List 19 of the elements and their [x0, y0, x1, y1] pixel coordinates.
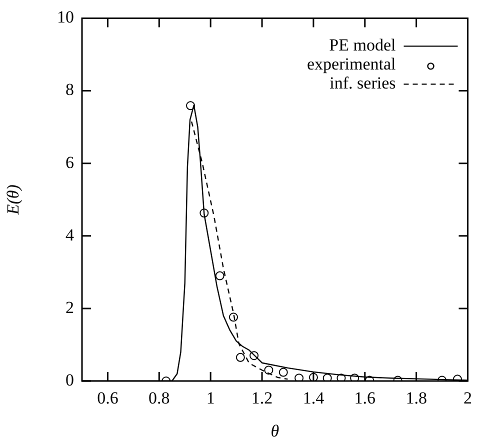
y-axis-title: E(θ)	[4, 184, 23, 216]
x-tick-label: 2	[464, 388, 472, 408]
legend-label: experimental	[307, 54, 396, 74]
y-tick-label: 4	[66, 225, 74, 244]
legend-label: inf. series	[330, 74, 396, 93]
legend-label: PE model	[329, 36, 396, 55]
y-tick-label: 0	[66, 370, 74, 390]
x-tick-label: 1	[206, 388, 215, 408]
x-axis-title: θ	[270, 421, 280, 440]
y-tick-label: 6	[66, 152, 74, 172]
x-tick-label: 0.6	[97, 388, 118, 408]
x-tick-label: 1.6	[354, 388, 376, 408]
x-tick-label: 0.8	[148, 388, 170, 408]
x-tick-label: 1.4	[302, 388, 325, 408]
x-tick-label: 1.8	[406, 388, 427, 408]
x-tick-label: 1.2	[251, 388, 273, 408]
y-tick-label: 2	[66, 298, 74, 317]
y-tick-label: 10	[57, 8, 74, 27]
y-tick-label: 8	[66, 80, 74, 100]
